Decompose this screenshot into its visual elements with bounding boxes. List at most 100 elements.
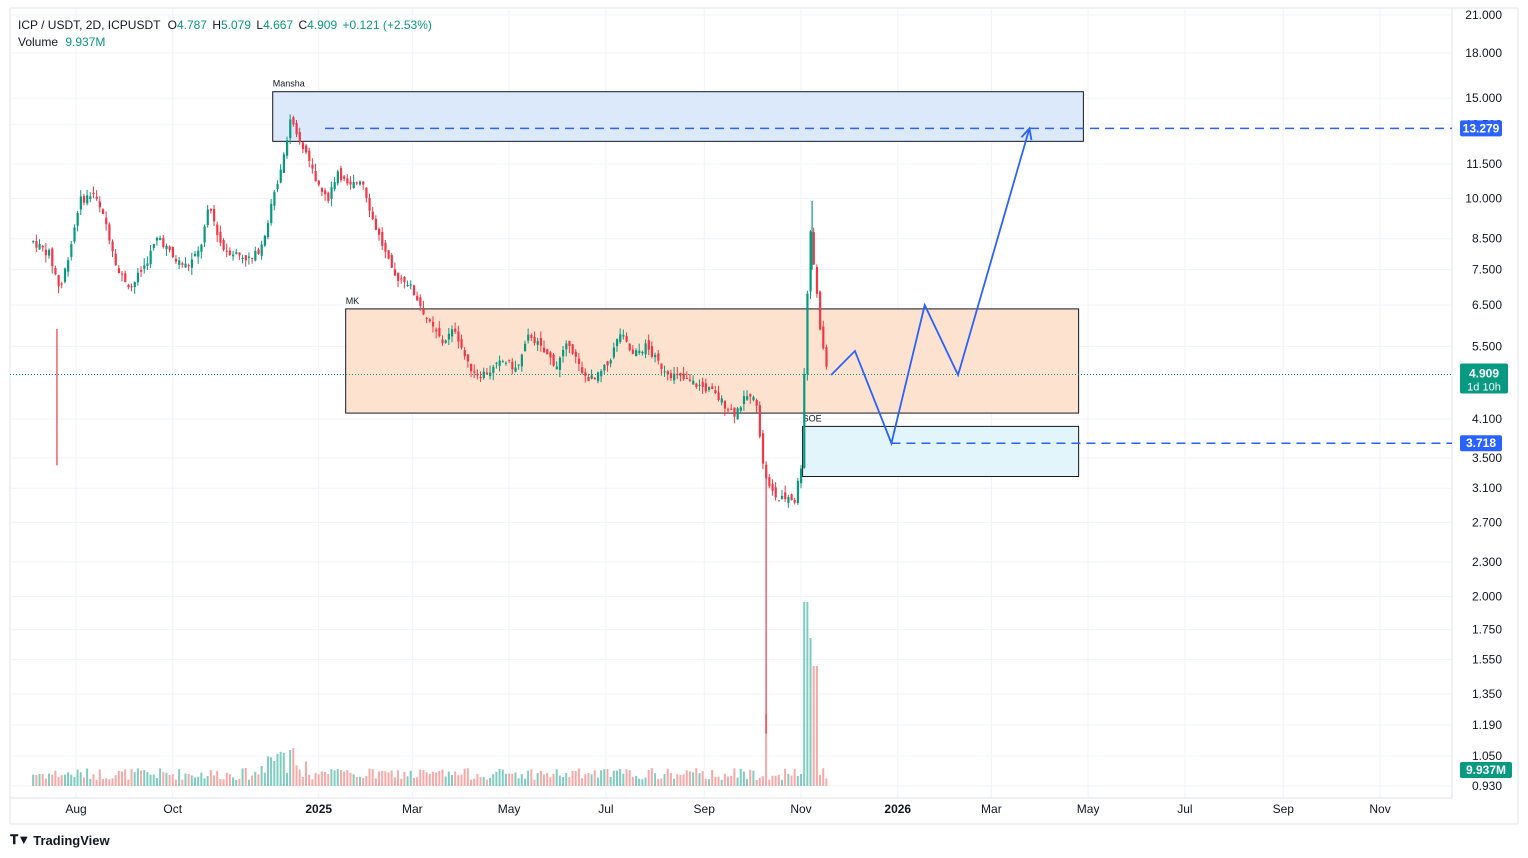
volume-bar: [504, 773, 507, 786]
volume-bar: [209, 770, 212, 786]
candle-body: [758, 405, 761, 437]
candle-body: [581, 367, 584, 373]
candle-body: [742, 396, 746, 404]
candle-body: [378, 228, 381, 235]
candle-body: [485, 372, 489, 374]
candle-body: [606, 361, 609, 366]
volume-bar: [663, 774, 666, 786]
volume-bar: [121, 771, 124, 786]
volume-bar: [527, 770, 530, 786]
candle-body: [552, 354, 555, 366]
candle-body: [292, 117, 295, 125]
volume-bar: [54, 770, 57, 786]
candle-body: [232, 254, 235, 257]
volume-bar: [749, 769, 752, 786]
volume-bar: [95, 779, 98, 786]
volume-label[interactable]: Volume: [18, 35, 59, 49]
volume-bar: [577, 768, 580, 786]
candle-body: [780, 495, 784, 499]
candle-body: [428, 319, 431, 322]
candle-body: [473, 371, 476, 373]
candle-body: [400, 278, 403, 280]
candle-body: [815, 267, 819, 294]
x-tick-label: Mar: [402, 802, 423, 816]
candle-body: [390, 255, 393, 268]
candle-body: [746, 396, 749, 400]
volume-bar: [723, 773, 726, 786]
candle-body: [285, 140, 289, 156]
candle-body: [669, 373, 673, 379]
candle-body: [682, 373, 685, 380]
volume-bar: [349, 772, 352, 786]
candle-body: [431, 321, 435, 327]
volume-bar: [159, 768, 162, 786]
candle-body: [111, 241, 114, 252]
y-tick-label: 1.350: [1472, 687, 1502, 701]
candle-body: [174, 258, 178, 262]
volume-bar: [574, 771, 577, 786]
candle-body: [727, 409, 730, 411]
volume-bar: [628, 770, 631, 786]
candle-body: [504, 362, 508, 364]
volume-bar: [542, 774, 545, 786]
candle-body: [330, 187, 333, 199]
tradingview-logo[interactable]: 𝐓▼ TradingView: [10, 832, 110, 848]
volume-bar: [51, 774, 54, 786]
candle-body: [251, 257, 254, 259]
x-tick-label: Jul: [1177, 802, 1192, 816]
volume-bar: [76, 769, 79, 786]
volume-bar: [35, 775, 38, 786]
volume-bar: [412, 777, 415, 786]
candle-body: [692, 380, 695, 385]
candle-body: [57, 275, 60, 287]
volume-bar: [533, 779, 536, 786]
candle-body: [609, 360, 612, 364]
volume-bar: [343, 771, 346, 786]
volume-bar: [508, 773, 511, 786]
last-price-countdown: 1d 10h: [1467, 382, 1501, 394]
candle-body: [520, 354, 523, 367]
volume-bar: [32, 774, 35, 786]
projection-arrowhead: [1020, 126, 1033, 141]
volume-bar: [162, 772, 165, 786]
volume-bar: [416, 777, 419, 786]
volume-bar: [511, 773, 514, 786]
volume-bar: [171, 774, 174, 786]
candle-body: [257, 249, 260, 254]
candle-body: [790, 494, 793, 501]
volume-bar: [727, 776, 730, 786]
candle-body: [460, 339, 463, 348]
candle-body: [149, 250, 152, 265]
volume-bar: [584, 774, 587, 786]
volume-bar: [806, 602, 809, 786]
candle-body: [260, 244, 263, 256]
candle-body: [615, 339, 619, 347]
volume-bar: [263, 772, 266, 786]
candle-body: [365, 187, 368, 199]
volume-bar: [593, 770, 596, 786]
candle-body: [425, 317, 428, 319]
candle-body: [124, 273, 127, 282]
candle-body: [587, 376, 590, 382]
volume-bar: [590, 774, 593, 786]
candle-body: [317, 180, 320, 185]
candle-body: [622, 335, 625, 337]
volume-bar: [48, 773, 51, 786]
volume-bar: [155, 777, 158, 786]
candle-body: [127, 284, 130, 288]
volume-bar: [495, 771, 498, 786]
candle-body: [574, 351, 577, 357]
volume-bar: [327, 773, 330, 786]
candle-body: [165, 245, 168, 250]
volume-row: Volume 9.937M: [18, 34, 432, 51]
y-tick-label: 11.500: [1466, 157, 1502, 171]
volume-bar: [178, 769, 181, 786]
candle-body: [311, 164, 314, 169]
y-tick-label: 3.100: [1472, 481, 1502, 495]
candle-body: [108, 224, 111, 241]
candle-body: [698, 384, 701, 386]
candle-body: [733, 407, 736, 417]
symbol-label[interactable]: ICP / USDT, 2D, ICPUSDT: [18, 18, 161, 32]
zone-soe: [802, 425, 1080, 478]
